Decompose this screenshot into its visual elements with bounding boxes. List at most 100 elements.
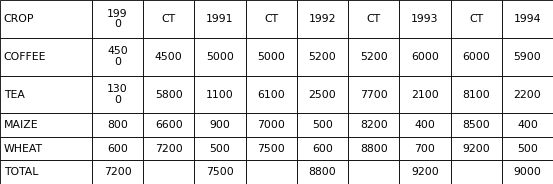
Bar — [297, 114, 348, 137]
Bar — [297, 0, 348, 38]
Bar — [451, 114, 502, 137]
Bar — [451, 160, 502, 184]
Text: 5800: 5800 — [155, 90, 182, 100]
Text: 6000: 6000 — [462, 52, 490, 62]
Bar — [451, 0, 502, 38]
Bar — [399, 137, 451, 160]
Text: 1994: 1994 — [514, 14, 541, 24]
Bar — [246, 76, 297, 114]
Text: 9200: 9200 — [462, 144, 490, 154]
Text: CT: CT — [161, 14, 176, 24]
Bar — [502, 137, 553, 160]
Bar — [502, 38, 553, 76]
Bar — [348, 0, 399, 38]
Text: 8500: 8500 — [462, 120, 490, 130]
Text: 800: 800 — [107, 120, 128, 130]
Bar — [297, 160, 348, 184]
Text: TOTAL: TOTAL — [4, 167, 38, 177]
Text: 5000: 5000 — [206, 52, 234, 62]
Bar — [399, 114, 451, 137]
Text: 7000: 7000 — [257, 120, 285, 130]
Text: 400: 400 — [415, 120, 435, 130]
Text: 6100: 6100 — [257, 90, 285, 100]
Bar — [0, 114, 92, 137]
Text: 900: 900 — [210, 120, 231, 130]
Bar — [451, 137, 502, 160]
Bar — [143, 114, 195, 137]
Text: MAIZE: MAIZE — [4, 120, 39, 130]
Text: 2500: 2500 — [309, 90, 336, 100]
Bar — [143, 0, 195, 38]
Text: 7500: 7500 — [257, 144, 285, 154]
Text: 500: 500 — [312, 120, 333, 130]
Bar — [143, 160, 195, 184]
Text: 600: 600 — [312, 144, 333, 154]
Text: 9200: 9200 — [411, 167, 439, 177]
Bar — [502, 76, 553, 114]
Bar — [92, 160, 143, 184]
Text: 2100: 2100 — [411, 90, 439, 100]
Bar — [143, 38, 195, 76]
Bar — [502, 0, 553, 38]
Bar — [195, 137, 246, 160]
Bar — [399, 0, 451, 38]
Bar — [0, 76, 92, 114]
Text: 8800: 8800 — [309, 167, 336, 177]
Text: 1991: 1991 — [206, 14, 234, 24]
Text: 130
0: 130 0 — [107, 84, 128, 105]
Bar — [502, 160, 553, 184]
Text: CT: CT — [469, 14, 483, 24]
Bar — [0, 38, 92, 76]
Text: 7200: 7200 — [155, 144, 182, 154]
Text: 7700: 7700 — [360, 90, 388, 100]
Bar — [195, 160, 246, 184]
Text: 5900: 5900 — [514, 52, 541, 62]
Text: 9000: 9000 — [513, 167, 541, 177]
Bar — [246, 160, 297, 184]
Text: 1100: 1100 — [206, 90, 234, 100]
Bar — [92, 0, 143, 38]
Text: 1992: 1992 — [309, 14, 336, 24]
Bar — [297, 38, 348, 76]
Text: 600: 600 — [107, 144, 128, 154]
Bar — [297, 76, 348, 114]
Text: 4500: 4500 — [155, 52, 182, 62]
Text: COFFEE: COFFEE — [4, 52, 46, 62]
Bar — [451, 76, 502, 114]
Bar — [451, 38, 502, 76]
Text: 5200: 5200 — [360, 52, 388, 62]
Text: 8800: 8800 — [360, 144, 388, 154]
Bar — [246, 0, 297, 38]
Bar — [195, 76, 246, 114]
Bar — [348, 114, 399, 137]
Text: 2200: 2200 — [514, 90, 541, 100]
Bar — [92, 137, 143, 160]
Text: CROP: CROP — [4, 14, 34, 24]
Text: 5000: 5000 — [257, 52, 285, 62]
Bar — [0, 160, 92, 184]
Bar — [399, 160, 451, 184]
Bar — [348, 38, 399, 76]
Text: 6600: 6600 — [155, 120, 182, 130]
Bar — [0, 137, 92, 160]
Text: CT: CT — [367, 14, 381, 24]
Bar — [246, 38, 297, 76]
Bar — [92, 76, 143, 114]
Text: 199
0: 199 0 — [107, 8, 128, 29]
Bar — [92, 38, 143, 76]
Text: 6000: 6000 — [411, 52, 439, 62]
Bar — [195, 114, 246, 137]
Bar — [399, 38, 451, 76]
Text: 450
0: 450 0 — [107, 46, 128, 67]
Bar — [348, 137, 399, 160]
Text: 400: 400 — [517, 120, 538, 130]
Text: 8200: 8200 — [360, 120, 388, 130]
Text: 5200: 5200 — [309, 52, 336, 62]
Bar — [502, 114, 553, 137]
Bar — [0, 0, 92, 38]
Bar — [195, 38, 246, 76]
Text: 7500: 7500 — [206, 167, 234, 177]
Bar — [143, 137, 195, 160]
Text: 700: 700 — [415, 144, 435, 154]
Bar — [246, 114, 297, 137]
